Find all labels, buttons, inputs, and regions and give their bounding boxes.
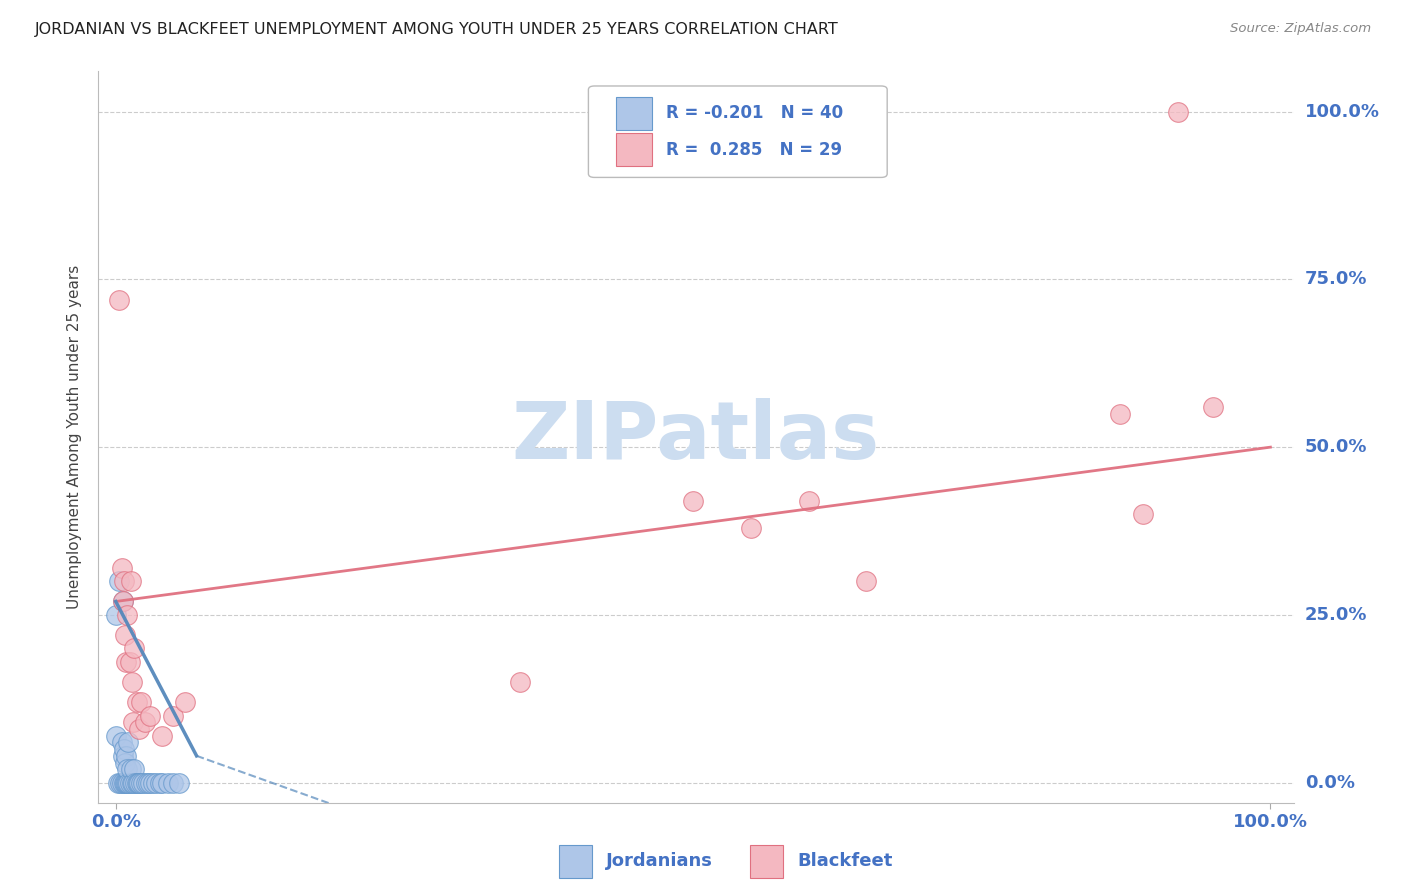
Point xyxy=(145,775,167,789)
FancyBboxPatch shape xyxy=(589,86,887,178)
Point xyxy=(121,675,143,690)
Point xyxy=(128,722,150,736)
Point xyxy=(134,715,156,730)
Text: 25.0%: 25.0% xyxy=(1305,606,1367,624)
FancyBboxPatch shape xyxy=(616,133,652,166)
Point xyxy=(115,655,138,669)
Point xyxy=(110,775,132,789)
Point xyxy=(682,493,704,508)
Text: 75.0%: 75.0% xyxy=(1305,270,1367,288)
Point xyxy=(110,561,132,575)
Point xyxy=(128,775,150,789)
Text: JORDANIAN VS BLACKFEET UNEMPLOYMENT AMONG YOUTH UNDER 25 YEARS CORRELATION CHART: JORDANIAN VS BLACKFEET UNEMPLOYMENT AMON… xyxy=(35,22,839,37)
Point xyxy=(150,729,173,743)
Point xyxy=(132,775,155,789)
Point xyxy=(174,695,197,709)
Point xyxy=(1167,104,1189,119)
Point xyxy=(117,762,139,776)
Point xyxy=(139,775,162,789)
Point xyxy=(150,775,173,789)
Text: Blackfeet: Blackfeet xyxy=(797,853,893,871)
Point xyxy=(122,715,145,730)
Point xyxy=(107,775,129,789)
Y-axis label: Unemployment Among Youth under 25 years: Unemployment Among Youth under 25 years xyxy=(67,265,83,609)
Point xyxy=(114,775,136,789)
Point xyxy=(110,735,132,749)
Point xyxy=(115,748,138,763)
Point xyxy=(1109,407,1132,421)
Text: R = -0.201   N = 40: R = -0.201 N = 40 xyxy=(666,104,844,122)
Point xyxy=(125,775,148,789)
Text: 0.0%: 0.0% xyxy=(1305,773,1354,792)
Point xyxy=(125,695,148,709)
Point xyxy=(136,775,159,789)
Point xyxy=(108,574,131,589)
Point xyxy=(162,775,184,789)
Point xyxy=(156,775,179,789)
Point xyxy=(112,775,135,789)
Point xyxy=(122,775,145,789)
Point xyxy=(111,748,134,763)
Point xyxy=(509,675,531,690)
Point xyxy=(129,775,152,789)
Point xyxy=(104,607,127,622)
Point xyxy=(162,708,184,723)
Point xyxy=(114,628,136,642)
Point xyxy=(115,775,138,789)
Point xyxy=(127,775,149,789)
Point xyxy=(108,293,131,307)
Point xyxy=(135,775,157,789)
FancyBboxPatch shape xyxy=(616,96,652,129)
Point xyxy=(112,574,135,589)
Point xyxy=(111,594,134,608)
Point xyxy=(124,775,146,789)
FancyBboxPatch shape xyxy=(558,845,592,878)
Point xyxy=(797,493,820,508)
Text: 50.0%: 50.0% xyxy=(1305,438,1367,456)
Text: ZIPatlas: ZIPatlas xyxy=(512,398,880,476)
Point xyxy=(120,574,142,589)
Point xyxy=(129,695,152,709)
Point xyxy=(1132,508,1154,522)
Text: Source: ZipAtlas.com: Source: ZipAtlas.com xyxy=(1230,22,1371,36)
Point xyxy=(117,735,139,749)
Point xyxy=(110,775,132,789)
Point xyxy=(117,607,139,622)
Point xyxy=(740,521,762,535)
Point xyxy=(118,655,141,669)
Text: Jordanians: Jordanians xyxy=(606,853,713,871)
FancyBboxPatch shape xyxy=(749,845,783,878)
Point xyxy=(1202,400,1225,414)
Point xyxy=(122,641,145,656)
Point xyxy=(139,708,162,723)
Point xyxy=(114,756,136,770)
Point xyxy=(167,775,190,789)
Point xyxy=(111,594,134,608)
Point xyxy=(118,775,141,789)
Point xyxy=(120,762,142,776)
Point xyxy=(122,762,145,776)
Point xyxy=(855,574,877,589)
Point xyxy=(117,775,139,789)
Point xyxy=(104,729,127,743)
Point xyxy=(142,775,165,789)
Point xyxy=(121,775,143,789)
Point xyxy=(149,775,172,789)
Text: R =  0.285   N = 29: R = 0.285 N = 29 xyxy=(666,141,842,159)
Point xyxy=(117,775,139,789)
Point xyxy=(112,742,135,756)
Text: 100.0%: 100.0% xyxy=(1305,103,1379,120)
